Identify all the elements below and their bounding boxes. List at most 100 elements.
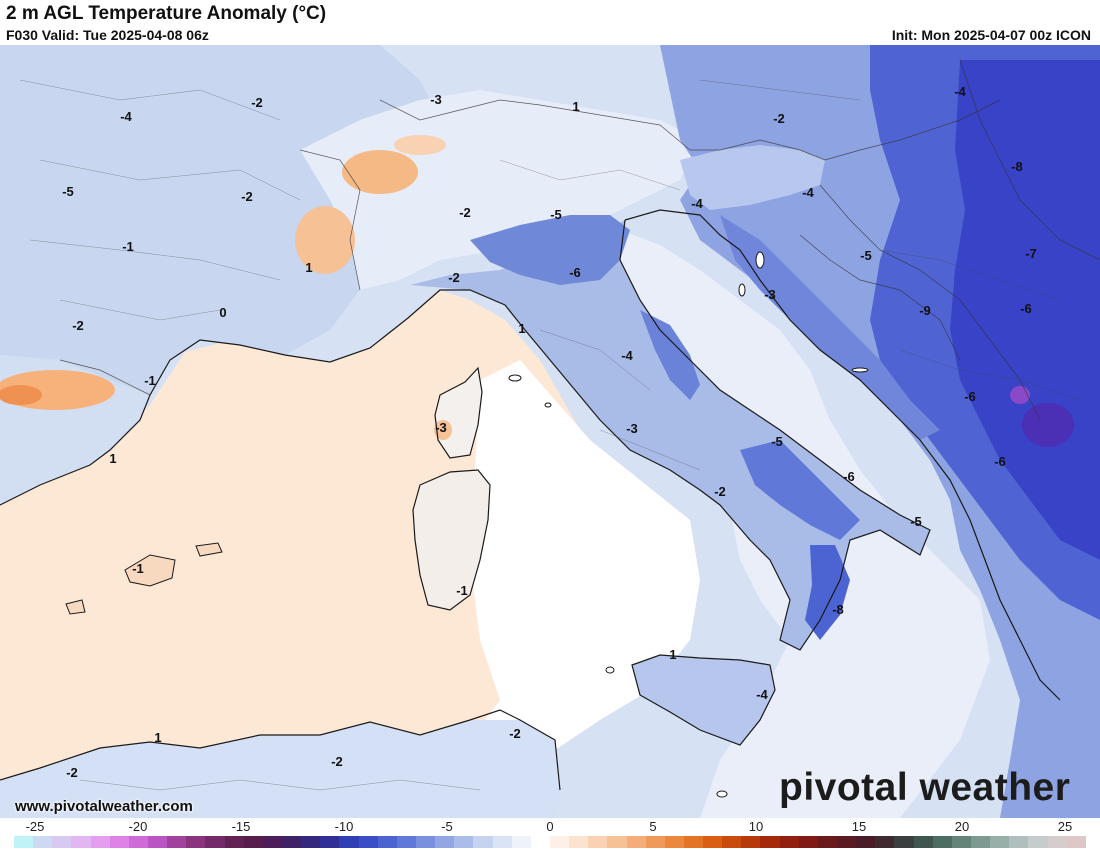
colorbar-tick-label: -20: [128, 819, 148, 834]
contour-label: 1: [518, 321, 525, 336]
land-ibiza: [65, 599, 86, 615]
colorbar-swatch: [1047, 836, 1067, 848]
colorbar-swatch: [224, 836, 244, 848]
land-menorca: [195, 542, 223, 557]
warm-anomaly-pyrenees-core: [0, 385, 42, 405]
country-borders: [59, 59, 1100, 421]
colorbar-swatch: [932, 836, 952, 848]
colorbar-swatch: [281, 836, 302, 848]
contour-label: -8: [832, 602, 844, 617]
contour-label: -4: [756, 687, 768, 702]
colorbar-swatch: [1028, 836, 1048, 848]
colorbar-swatch: [1009, 836, 1029, 848]
contour-label: 1: [109, 451, 116, 466]
land-france: [0, 45, 440, 395]
colorbar-swatch: [377, 836, 397, 848]
contour-label: -8: [1011, 159, 1023, 174]
brand-logo: pivotal weather: [779, 766, 1071, 809]
contour-label: 1: [154, 730, 161, 745]
colorbar-swatch: [626, 836, 646, 848]
contour-label: 1: [572, 99, 579, 114]
colorbar-swatch: [607, 836, 627, 848]
contour-label: 1: [305, 260, 312, 275]
colorbar-swatch: [664, 836, 684, 848]
contour-label: -2: [72, 318, 84, 333]
colorbar-swatch: [779, 836, 799, 848]
colorbar-swatch: [320, 836, 340, 848]
cold-coast-adriatic: [720, 215, 940, 440]
contour-label: -3: [435, 420, 447, 435]
colorbar-swatch: [1066, 836, 1086, 848]
colorbar-swatch: [511, 836, 531, 848]
contour-label: -1: [456, 583, 468, 598]
map-panel[interactable]: -3 -4 -2 1 -2 -4 -5 -2 -2 -5 -4 -4 -8 -1 1 -6 -5 -7 -2 -3 0 -…: [0, 45, 1100, 818]
contour-label: -2: [773, 111, 785, 126]
contour-label: -4: [802, 185, 814, 200]
contour-label: -4: [954, 84, 966, 99]
contour-label: -2: [459, 205, 471, 220]
colorbar-tick-label: -5: [441, 819, 453, 834]
warm-anomaly-swiss: [394, 135, 446, 155]
land-italy: [410, 220, 930, 650]
contour-label: -2: [448, 270, 460, 285]
contour-label: 1: [669, 647, 676, 662]
contour-label: -5: [910, 514, 922, 529]
contour-label: -5: [62, 184, 74, 199]
colorbar-tick-label: 0: [546, 819, 554, 834]
colorbar-swatch: [243, 836, 263, 848]
site-url[interactable]: www.pivotalweather.com: [15, 798, 193, 815]
colorbar-swatch: [990, 836, 1010, 848]
cold-band-south-italy: [740, 440, 860, 540]
colorbar-tick-label: 5: [649, 819, 657, 834]
colorbar-swatch: [128, 836, 148, 848]
colorbar-swatch: [14, 836, 34, 848]
contour-label: -6: [843, 469, 855, 484]
colorbar-swatch: [71, 836, 91, 848]
colorbar-swatch: [760, 836, 780, 848]
colorbar-tick-label: -15: [231, 819, 251, 834]
colorbar-swatch: [875, 836, 895, 848]
contour-label: -9: [919, 303, 931, 318]
colorbar-tick-label: 20: [954, 819, 970, 834]
land-sardinia: [413, 470, 490, 610]
colorbar-swatch: [894, 836, 914, 848]
colorbar-swatch: [205, 836, 225, 848]
contour-label: -4: [120, 109, 132, 124]
colorbar-swatch: [492, 836, 512, 848]
init-time: Init: Mon 2025-04-07 00z ICON: [891, 27, 1091, 43]
land-north-africa: [0, 720, 560, 818]
land-sicily: [632, 655, 775, 745]
warm-anomaly-rhone: [295, 206, 355, 274]
cold-core-deepest: [1022, 403, 1074, 447]
cold-band-po: [470, 215, 630, 285]
small-islands: [508, 251, 869, 798]
cold-band-calabria: [805, 545, 850, 640]
colorbar-swatch: [722, 836, 742, 848]
colorbar-swatch: [109, 836, 129, 848]
contour-label: -5: [550, 207, 562, 222]
colorbar-swatch: [262, 836, 282, 848]
warm-anomaly-corsica: [434, 420, 452, 440]
colorbar-swatch: [683, 836, 704, 848]
colorbar-swatch: [415, 836, 436, 848]
colorbar-swatch: [645, 836, 665, 848]
contour-label: -6: [964, 389, 976, 404]
colorbar-swatch: [817, 836, 838, 848]
contour-labels: -3 -4 -2 1 -2 -4 -5 -2 -2 -5 -4 -4 -8 -1 1 -6 -5 -7 -2 -3 0 -…: [62, 84, 1037, 780]
colorbar-swatch: [971, 836, 991, 848]
admin-lines: [19, 79, 1081, 791]
colorbar-swatch: [33, 836, 53, 848]
colorbar-swatch: [856, 836, 876, 848]
colorbar-swatch: [530, 836, 550, 848]
colorbar-tick-label: 10: [748, 819, 764, 834]
colorbar-tick-label: -25: [25, 819, 45, 834]
colorbar-tick-label: -10: [334, 819, 354, 834]
colorbar-swatch: [549, 836, 570, 848]
contour-label: 0: [219, 305, 226, 320]
land-slovenia: [680, 145, 825, 210]
colorbar-swatch: [339, 836, 359, 848]
map-canvas[interactable]: -3 -4 -2 1 -2 -4 -5 -2 -2 -5 -4 -4 -8 -1 1 -6 -5 -7 -2 -3 0 -…: [0, 45, 1100, 818]
warm-anomaly-alps: [342, 150, 418, 194]
land-mallorca: [124, 554, 176, 587]
colorbar-swatch: [837, 836, 857, 848]
